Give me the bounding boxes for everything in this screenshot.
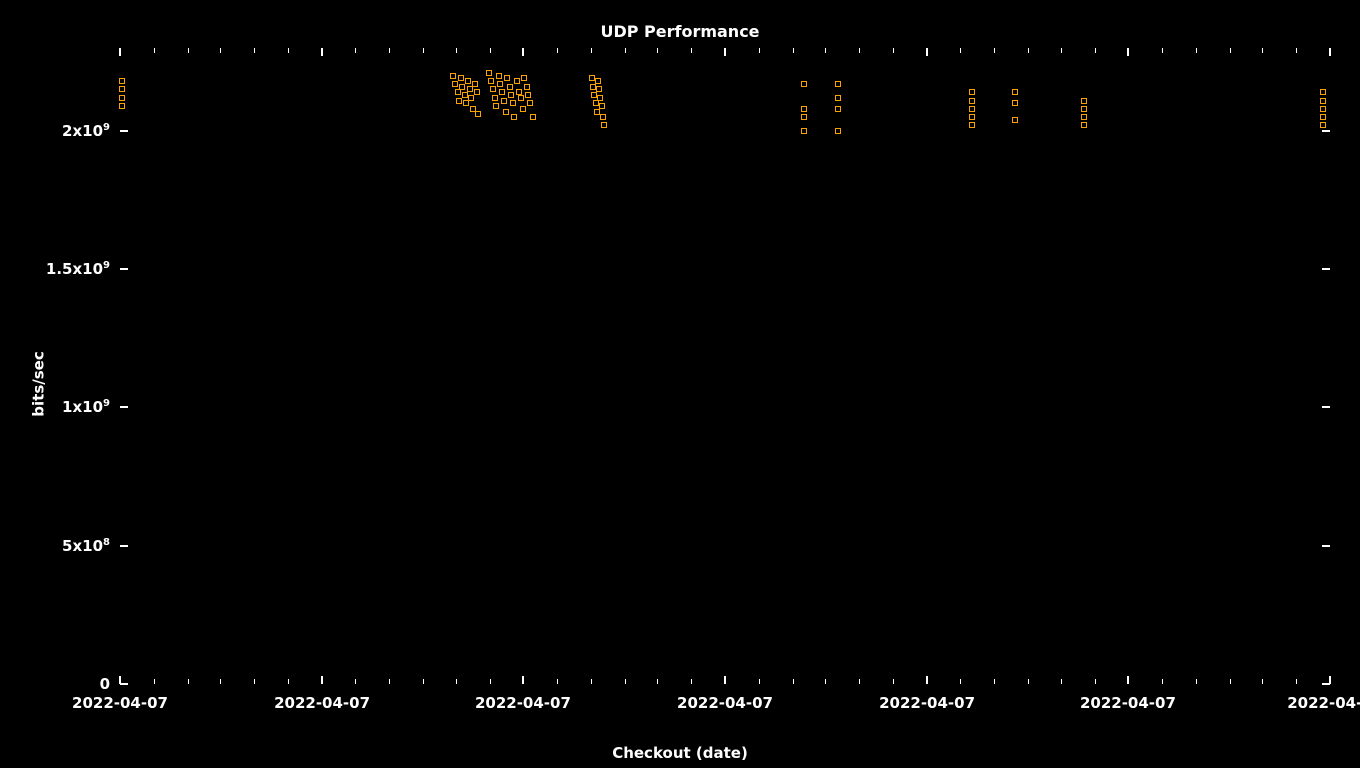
y-tick-label: 1x109: [62, 398, 110, 416]
data-point: [525, 92, 531, 98]
data-point: [969, 98, 975, 104]
data-point: [1320, 122, 1326, 128]
chart-title: UDP Performance: [0, 22, 1360, 41]
data-point: [596, 86, 602, 92]
data-point: [597, 95, 603, 101]
data-point: [119, 78, 125, 84]
data-point: [492, 95, 498, 101]
x-tick-label: 2022-04-07: [274, 694, 370, 712]
data-point: [1320, 98, 1326, 104]
data-point: [969, 114, 975, 120]
data-point: [520, 106, 526, 112]
data-point: [119, 103, 125, 109]
data-point: [452, 81, 458, 87]
data-point: [599, 103, 605, 109]
data-point: [486, 70, 492, 76]
x-tick-label: 2022-04-07: [677, 694, 773, 712]
data-point: [119, 95, 125, 101]
y-tick-label: 0: [100, 675, 110, 693]
data-point: [595, 78, 601, 84]
x-tick-label: 2022-04-0: [1287, 694, 1360, 712]
y-tick-label: 2x109: [62, 122, 110, 140]
data-point: [801, 114, 807, 120]
chart-container: UDP Performance bits/sec Checkout (date)…: [0, 0, 1360, 768]
data-point: [518, 95, 524, 101]
data-point: [1081, 106, 1087, 112]
data-point: [514, 78, 520, 84]
data-point: [969, 122, 975, 128]
data-point: [459, 84, 465, 90]
data-point: [497, 81, 503, 87]
data-point: [507, 84, 513, 90]
data-point: [835, 81, 841, 87]
data-point: [496, 73, 502, 79]
x-axis-label: Checkout (date): [0, 744, 1360, 762]
data-point: [504, 75, 510, 81]
data-point: [475, 111, 481, 117]
x-tick-label: 2022-04-07: [1080, 694, 1176, 712]
x-tick-label: 2022-04-07: [72, 694, 168, 712]
data-point: [1081, 114, 1087, 120]
data-point: [1012, 100, 1018, 106]
data-point: [835, 128, 841, 134]
data-point: [530, 114, 536, 120]
data-point: [1320, 106, 1326, 112]
data-point: [119, 86, 125, 92]
data-point: [455, 89, 461, 95]
data-point: [488, 78, 494, 84]
data-point: [801, 81, 807, 87]
data-point: [503, 109, 509, 115]
data-point: [527, 100, 533, 106]
data-point: [472, 81, 478, 87]
data-point: [801, 128, 807, 134]
data-point: [458, 75, 464, 81]
data-point: [1320, 114, 1326, 120]
y-axis-label: bits/sec: [30, 351, 48, 416]
data-point: [835, 95, 841, 101]
data-point: [511, 114, 517, 120]
x-tick-label: 2022-04-07: [879, 694, 975, 712]
data-point: [501, 98, 507, 104]
data-point: [969, 106, 975, 112]
data-point: [1012, 89, 1018, 95]
data-point: [463, 100, 469, 106]
data-point: [508, 92, 514, 98]
data-point: [521, 75, 527, 81]
data-point: [493, 103, 499, 109]
y-tick-label: 5x108: [62, 537, 110, 555]
data-point: [467, 86, 473, 92]
data-point: [801, 106, 807, 112]
plot-area: [120, 48, 1330, 684]
data-point: [1081, 122, 1087, 128]
data-point: [456, 98, 462, 104]
data-point: [1081, 98, 1087, 104]
data-point: [499, 89, 505, 95]
data-point: [524, 84, 530, 90]
data-point: [600, 114, 606, 120]
data-point: [969, 89, 975, 95]
y-tick-label: 1.5x109: [46, 260, 110, 278]
data-point: [835, 106, 841, 112]
data-point: [474, 89, 480, 95]
data-point: [510, 100, 516, 106]
data-point: [450, 73, 456, 79]
x-tick-label: 2022-04-07: [475, 694, 571, 712]
data-point: [490, 86, 496, 92]
data-point: [1320, 89, 1326, 95]
data-point: [468, 95, 474, 101]
data-point: [601, 122, 607, 128]
data-point: [1012, 117, 1018, 123]
